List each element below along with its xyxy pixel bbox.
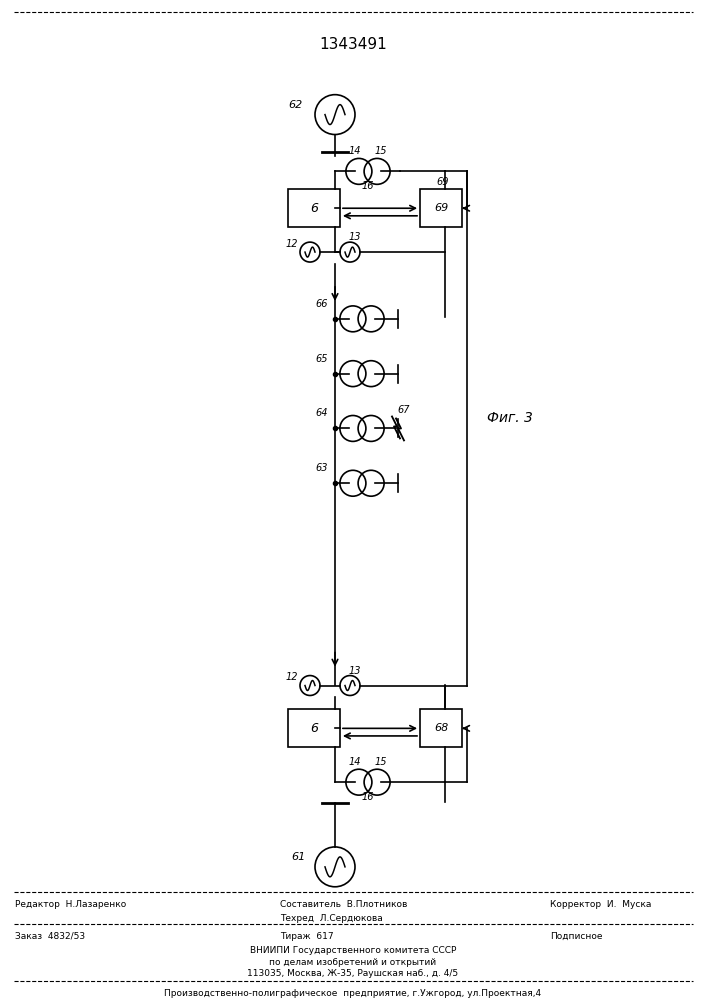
Bar xyxy=(420,189,462,227)
Text: 69: 69 xyxy=(434,203,448,213)
Text: Тираж  617: Тираж 617 xyxy=(280,932,334,941)
Text: 62: 62 xyxy=(288,100,302,110)
Text: 15: 15 xyxy=(375,757,387,767)
Text: 16: 16 xyxy=(362,181,374,191)
Text: Фиг. 3: Фиг. 3 xyxy=(487,411,533,425)
Text: 63: 63 xyxy=(316,463,328,473)
Bar xyxy=(420,709,462,747)
Text: 6: 6 xyxy=(310,722,318,735)
Text: 12: 12 xyxy=(286,239,298,249)
Text: 14: 14 xyxy=(349,757,361,767)
Text: Корректор  И.  Муска: Корректор И. Муска xyxy=(550,900,651,909)
Text: 6: 6 xyxy=(310,202,318,215)
Text: 13: 13 xyxy=(349,666,361,676)
Text: 1343491: 1343491 xyxy=(319,37,387,52)
Text: 68: 68 xyxy=(434,723,448,733)
Text: 66: 66 xyxy=(316,299,328,309)
Text: 16: 16 xyxy=(362,792,374,802)
Text: по делам изобретений и открытий: по делам изобретений и открытий xyxy=(269,958,436,967)
Text: 113035, Москва, Ж-35, Раушская наб., д. 4/5: 113035, Москва, Ж-35, Раушская наб., д. … xyxy=(247,969,459,978)
Bar xyxy=(288,189,340,227)
Text: Составитель  В.Плотников: Составитель В.Плотников xyxy=(280,900,407,909)
Text: 15: 15 xyxy=(375,146,387,156)
Text: Техред  Л.Сердюкова: Техред Л.Сердюкова xyxy=(280,914,382,923)
Text: Подписное: Подписное xyxy=(550,932,602,941)
Text: 67: 67 xyxy=(398,405,410,415)
Text: Производственно-полиграфическое  предприятие, г.Ужгород, ул.Проектная,4: Производственно-полиграфическое предприя… xyxy=(165,989,542,998)
Text: 14: 14 xyxy=(349,146,361,156)
Bar xyxy=(288,709,340,747)
Text: 13: 13 xyxy=(349,232,361,242)
Text: ВНИИПИ Государственного комитета СССР: ВНИИПИ Государственного комитета СССР xyxy=(250,946,456,955)
Text: 12: 12 xyxy=(286,672,298,682)
Text: 64: 64 xyxy=(316,408,328,418)
Text: 65: 65 xyxy=(316,354,328,364)
Text: Редактор  Н.Лазаренко: Редактор Н.Лазаренко xyxy=(15,900,127,909)
Text: Заказ  4832/53: Заказ 4832/53 xyxy=(15,932,85,941)
Text: 69: 69 xyxy=(437,177,449,187)
Text: 61: 61 xyxy=(291,852,305,862)
